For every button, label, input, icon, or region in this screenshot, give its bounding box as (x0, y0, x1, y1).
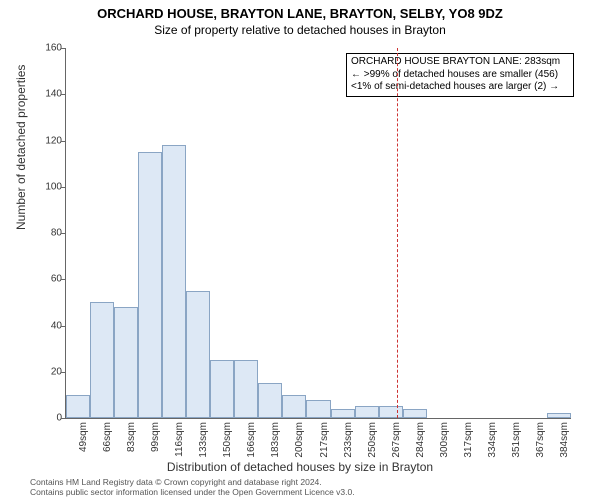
annotation-line1: ORCHARD HOUSE BRAYTON LANE: 283sqm (351, 56, 569, 69)
y-tick-mark (61, 187, 66, 188)
chart-title: ORCHARD HOUSE, BRAYTON LANE, BRAYTON, SE… (0, 0, 600, 21)
y-axis-label: Number of detached properties (14, 65, 28, 230)
y-tick-mark (61, 48, 66, 49)
bar (210, 360, 234, 418)
bar (379, 406, 403, 418)
bar (90, 302, 114, 418)
chart-subtitle: Size of property relative to detached ho… (0, 21, 600, 37)
y-tick-mark (61, 141, 66, 142)
bar (114, 307, 138, 418)
bar (355, 406, 379, 418)
x-tick-label: 49sqm (78, 422, 89, 452)
x-tick-label: 200sqm (294, 422, 305, 458)
x-tick-label: 183sqm (270, 422, 281, 458)
chart-container: ORCHARD HOUSE, BRAYTON LANE, BRAYTON, SE… (0, 0, 600, 500)
annotation-line2: ← >99% of detached houses are smaller (4… (351, 69, 569, 82)
x-tick-label: 233sqm (343, 422, 354, 458)
x-tick-label: 284sqm (415, 422, 426, 458)
x-tick-label: 334sqm (487, 422, 498, 458)
bar (186, 291, 210, 418)
x-tick-label: 133sqm (198, 422, 209, 458)
footer-line2: Contains public sector information licen… (30, 488, 355, 498)
bar (234, 360, 258, 418)
y-tick-mark (61, 326, 66, 327)
x-tick-label: 351sqm (511, 422, 522, 458)
x-tick-label: 267sqm (391, 422, 402, 458)
plot-area: ORCHARD HOUSE BRAYTON LANE: 283sqm ← >99… (65, 48, 571, 419)
x-tick-label: 250sqm (367, 422, 378, 458)
x-tick-label: 83sqm (126, 422, 137, 452)
footer-text: Contains HM Land Registry data © Crown c… (30, 478, 355, 498)
x-tick-label: 384sqm (559, 422, 570, 458)
bar (331, 409, 355, 418)
bar (138, 152, 162, 418)
y-tick-mark (61, 372, 66, 373)
bar (282, 395, 306, 418)
x-tick-label: 317sqm (463, 422, 474, 458)
bar (258, 383, 282, 418)
y-tick-mark (61, 94, 66, 95)
x-tick-label: 217sqm (319, 422, 330, 458)
x-tick-label: 99sqm (150, 422, 161, 452)
bar (306, 400, 330, 419)
bar (162, 145, 186, 418)
annotation-box: ORCHARD HOUSE BRAYTON LANE: 283sqm ← >99… (346, 53, 574, 97)
y-tick-mark (61, 279, 66, 280)
x-tick-label: 116sqm (174, 422, 185, 457)
bar (547, 413, 571, 418)
x-tick-label: 300sqm (439, 422, 450, 458)
x-tick-label: 150sqm (222, 422, 233, 458)
annotation-line3: <1% of semi-detached houses are larger (… (351, 81, 569, 94)
x-tick-label: 367sqm (535, 422, 546, 458)
x-tick-label: 166sqm (246, 422, 257, 458)
marker-line (397, 48, 398, 418)
bar (403, 409, 427, 418)
x-tick-label: 66sqm (102, 422, 113, 452)
bar (66, 395, 90, 418)
x-axis-label: Distribution of detached houses by size … (0, 460, 600, 474)
y-tick-mark (61, 233, 66, 234)
y-tick-mark (61, 418, 66, 419)
